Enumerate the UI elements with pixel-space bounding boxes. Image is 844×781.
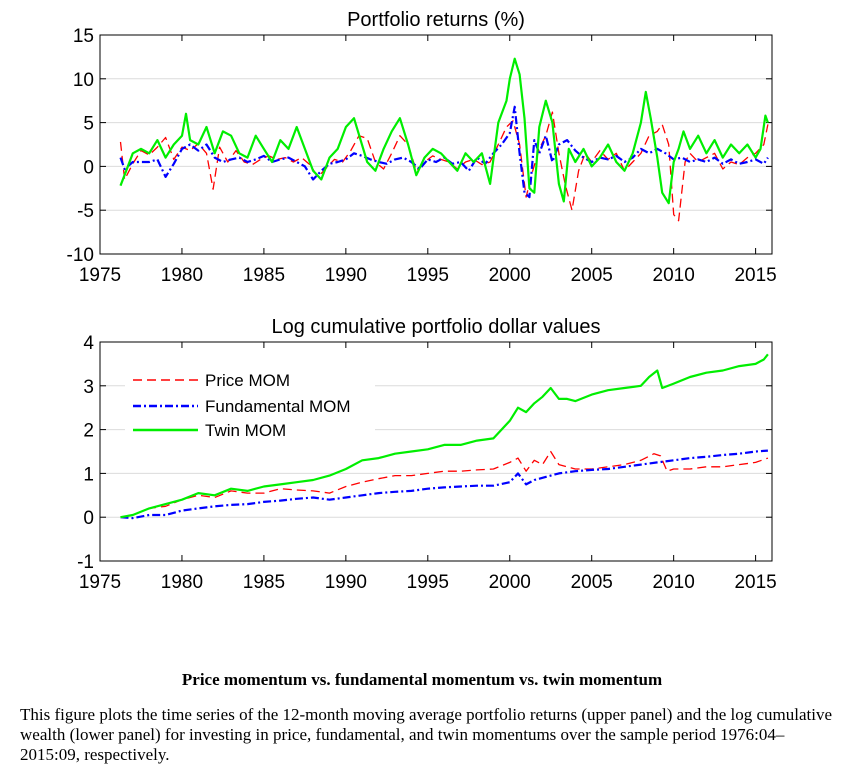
wealth-xtick-label: 2005 — [571, 572, 613, 593]
wealth-ytick-label: -1 — [77, 552, 94, 573]
legend-label-price-mom: Price MOM — [205, 371, 290, 390]
returns-xtick-label: 2010 — [653, 265, 695, 286]
returns-panel-title: Portfolio returns (%) — [347, 9, 525, 31]
wealth-xtick-label: 2010 — [653, 572, 695, 593]
wealth-panel: Log cumulative portfolio dollar values -… — [77, 316, 777, 593]
returns-series-fundamental-mom — [119, 105, 769, 199]
wealth-series-price-mom — [120, 450, 769, 518]
returns-series-twin-mom — [119, 57, 769, 205]
wealth-xtick-label: 2000 — [489, 572, 531, 593]
wealth-series-twin-mom — [120, 353, 769, 519]
legend: Price MOM Fundamental MOM Twin MOM — [125, 364, 375, 442]
wealth-axes-frame — [99, 341, 773, 562]
wealth-ytick-label: 3 — [83, 377, 94, 398]
returns-ytick-label: 5 — [83, 114, 94, 135]
wealth-ytick-label: 0 — [83, 508, 94, 529]
returns-ytick-label: 10 — [73, 70, 94, 91]
returns-xtick-label: 2000 — [489, 265, 531, 286]
wealth-ytick-label: 4 — [83, 333, 94, 354]
returns-xtick-label: 2015 — [734, 265, 776, 286]
returns-xtick-label: 1975 — [79, 265, 121, 286]
returns-ytick-label: -10 — [67, 245, 94, 266]
returns-plot-area: -10 -5 0 5 10 15 1975 1980 1985 1990 1995 2000 2005 2… — [67, 26, 777, 286]
legend-label-fundamental-mom: Fundamental MOM — [205, 397, 351, 416]
wealth-ytick-label: 2 — [83, 421, 94, 442]
wealth-panel-title: Log cumulative portfolio dollar values — [271, 316, 600, 338]
returns-axes-frame — [99, 34, 773, 255]
returns-xtick-label: 1990 — [325, 265, 367, 286]
wealth-xtick-label: 1985 — [243, 572, 285, 593]
figure-caption-title: Price momentum vs. fundamental momentum … — [181, 670, 663, 689]
wealth-xtick-label: 1975 — [79, 572, 121, 593]
legend-label-twin-mom: Twin MOM — [205, 421, 286, 440]
returns-ytick-label: -5 — [77, 201, 94, 222]
wealth-ytick-label: 1 — [83, 464, 94, 485]
returns-xtick-label: 1985 — [243, 265, 285, 286]
returns-panel: Portfolio returns (%) -10 -5 0 5 10 15 1975 198… — [67, 9, 777, 286]
wealth-series-fundamental-mom — [120, 449, 768, 520]
wealth-xtick-label: 1995 — [407, 572, 449, 593]
figure-caption-text: This figure plots the time series of the… — [20, 705, 832, 764]
returns-xtick-label: 1980 — [161, 265, 203, 286]
returns-xtick-label: 2005 — [571, 265, 613, 286]
returns-ytick-label: 15 — [73, 26, 94, 47]
returns-xtick-label: 1995 — [407, 265, 449, 286]
returns-ytick-label: 0 — [83, 157, 94, 178]
wealth-xtick-label: 2015 — [734, 572, 776, 593]
wealth-xtick-label: 1980 — [161, 572, 203, 593]
wealth-xtick-label: 1990 — [325, 572, 367, 593]
returns-plot-background — [100, 35, 772, 254]
